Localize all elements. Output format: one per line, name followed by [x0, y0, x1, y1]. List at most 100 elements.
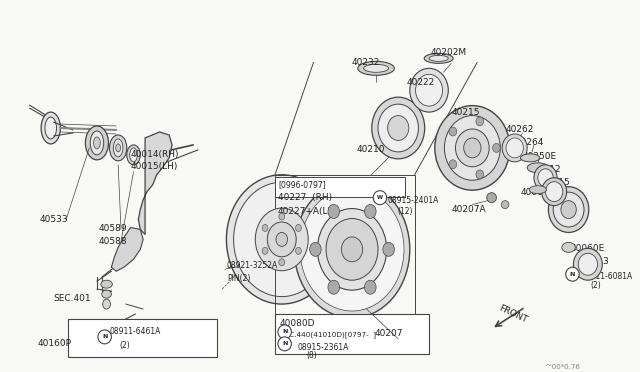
Text: 40015(LH): 40015(LH)	[131, 162, 178, 171]
Polygon shape	[138, 132, 172, 234]
Ellipse shape	[573, 248, 602, 280]
Text: 40262: 40262	[506, 125, 534, 134]
Ellipse shape	[341, 237, 363, 262]
Text: 40207: 40207	[374, 329, 403, 338]
Bar	[275, 177, 405, 197]
Ellipse shape	[294, 181, 410, 318]
Circle shape	[278, 325, 291, 339]
Ellipse shape	[328, 205, 339, 218]
Text: 40014(RH): 40014(RH)	[131, 150, 179, 159]
Ellipse shape	[506, 138, 524, 158]
Ellipse shape	[529, 186, 547, 194]
Ellipse shape	[449, 127, 457, 136]
Text: 40207A: 40207A	[451, 205, 486, 214]
Text: N: N	[282, 341, 287, 346]
Ellipse shape	[102, 290, 111, 298]
Bar	[275, 175, 415, 319]
Ellipse shape	[227, 175, 337, 304]
Ellipse shape	[317, 209, 387, 290]
Ellipse shape	[553, 192, 584, 227]
Ellipse shape	[502, 134, 527, 162]
Ellipse shape	[415, 74, 442, 106]
Ellipse shape	[388, 116, 409, 141]
Bar	[68, 319, 217, 357]
Ellipse shape	[493, 144, 500, 153]
Ellipse shape	[45, 117, 56, 139]
Ellipse shape	[476, 117, 484, 126]
Ellipse shape	[109, 135, 127, 161]
Ellipse shape	[435, 106, 510, 190]
Ellipse shape	[262, 224, 268, 231]
Ellipse shape	[296, 247, 301, 254]
Ellipse shape	[241, 269, 246, 274]
Ellipse shape	[262, 247, 268, 254]
Text: 08921-3252A: 08921-3252A	[227, 261, 278, 270]
Ellipse shape	[234, 182, 330, 296]
Ellipse shape	[429, 55, 448, 61]
Text: 08915-2401A: 08915-2401A	[388, 196, 439, 205]
Ellipse shape	[541, 178, 566, 206]
Text: 40210: 40210	[357, 145, 385, 154]
Text: 40227  (RH): 40227 (RH)	[278, 193, 332, 202]
Ellipse shape	[365, 280, 376, 294]
Ellipse shape	[487, 193, 497, 203]
Ellipse shape	[300, 188, 404, 311]
Ellipse shape	[103, 299, 111, 309]
Text: 40060DA: 40060DA	[520, 188, 562, 197]
Text: 08911-6461A: 08911-6461A	[109, 327, 161, 336]
Ellipse shape	[456, 129, 489, 167]
Text: 40589: 40589	[99, 224, 127, 234]
Text: FRONT: FRONT	[497, 304, 529, 325]
Text: (2): (2)	[591, 281, 602, 290]
Ellipse shape	[424, 54, 453, 63]
Text: 40080D: 40080D	[280, 319, 316, 328]
Text: 40160P: 40160P	[37, 339, 71, 348]
Text: 08911-6081A: 08911-6081A	[581, 272, 632, 281]
Ellipse shape	[527, 163, 548, 173]
Circle shape	[278, 337, 291, 351]
Circle shape	[566, 267, 579, 281]
Ellipse shape	[501, 201, 509, 209]
Ellipse shape	[127, 145, 140, 165]
Ellipse shape	[538, 169, 553, 187]
Ellipse shape	[444, 116, 500, 180]
Text: 38515: 38515	[541, 178, 570, 187]
Text: N: N	[570, 272, 575, 277]
Bar	[275, 314, 429, 354]
Text: 38513: 38513	[580, 257, 609, 266]
Text: (12): (12)	[397, 206, 413, 216]
Text: N: N	[282, 329, 287, 334]
Ellipse shape	[326, 218, 378, 280]
Text: W: W	[377, 195, 383, 200]
Circle shape	[98, 330, 111, 344]
Ellipse shape	[310, 243, 321, 256]
Text: 40202M: 40202M	[431, 48, 467, 57]
Ellipse shape	[410, 68, 448, 112]
Ellipse shape	[548, 187, 589, 232]
Ellipse shape	[41, 112, 60, 144]
Ellipse shape	[113, 139, 123, 157]
Ellipse shape	[578, 253, 598, 275]
Text: ^'00*0.76: ^'00*0.76	[545, 364, 580, 370]
Text: 08915-2361A: 08915-2361A	[297, 343, 349, 352]
Ellipse shape	[255, 208, 308, 271]
Ellipse shape	[279, 259, 285, 266]
Text: 40215: 40215	[451, 108, 479, 117]
Ellipse shape	[520, 154, 540, 162]
Ellipse shape	[383, 243, 394, 256]
Ellipse shape	[101, 280, 113, 288]
Ellipse shape	[364, 64, 388, 72]
Ellipse shape	[85, 126, 109, 160]
Ellipse shape	[545, 182, 563, 202]
Ellipse shape	[296, 224, 301, 231]
Ellipse shape	[372, 97, 425, 159]
Ellipse shape	[562, 243, 575, 252]
Ellipse shape	[534, 165, 557, 191]
Text: 40232: 40232	[352, 58, 380, 67]
Text: SEC.440(41010D)[0797-  ]: SEC.440(41010D)[0797- ]	[280, 331, 376, 338]
Text: PIN(2): PIN(2)	[227, 274, 250, 283]
Ellipse shape	[476, 170, 484, 179]
Ellipse shape	[130, 148, 138, 162]
Text: 39253X: 39253X	[549, 192, 584, 201]
Text: (8): (8)	[307, 351, 317, 360]
